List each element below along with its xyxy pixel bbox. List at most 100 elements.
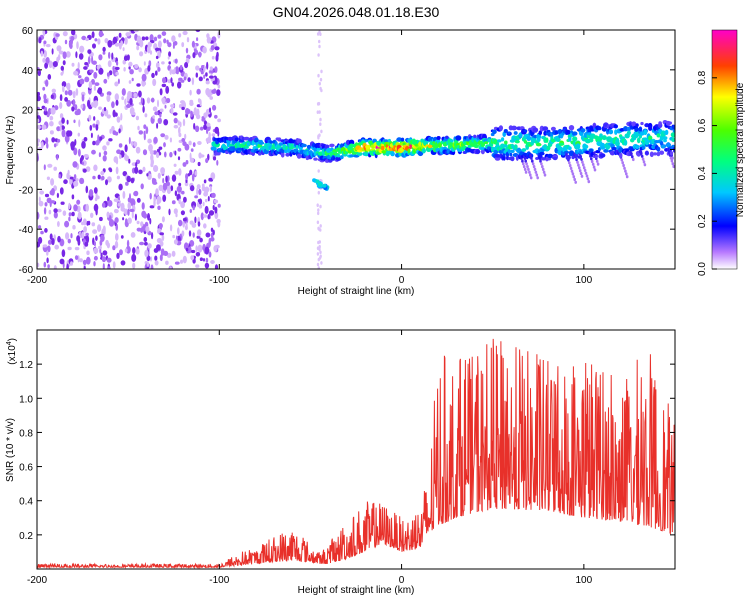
band-cell [599, 144, 606, 150]
band-cell [504, 140, 508, 145]
noise-speck [108, 51, 111, 59]
band-cell [237, 147, 243, 151]
band-cell [671, 137, 675, 143]
noise-speck [203, 74, 206, 79]
band-cell [234, 137, 239, 142]
noise-speck [213, 199, 219, 204]
band-cell [651, 138, 656, 144]
noise-speck [71, 106, 75, 112]
noise-speck [80, 91, 86, 97]
noise-speck [119, 154, 122, 159]
noise-speck [112, 36, 118, 45]
noise-speck [146, 255, 151, 262]
noise-speck [125, 218, 128, 225]
noise-speck [99, 216, 103, 222]
noise-speck [43, 93, 47, 101]
noise-speck [195, 264, 200, 268]
noise-speck [84, 241, 89, 247]
noise-speck [80, 155, 84, 161]
noise-speck [165, 85, 170, 94]
noise-speck [38, 37, 42, 44]
band-streak [580, 174, 584, 178]
noise-speck [60, 65, 64, 71]
noise-speck [44, 62, 48, 69]
noise-speck [135, 115, 139, 121]
noise-speck [47, 264, 50, 269]
noise-speck [208, 177, 213, 182]
noise-speck [156, 122, 159, 129]
band-streak [569, 166, 573, 170]
band-cell [259, 139, 264, 145]
band-cell [555, 137, 561, 142]
noise-speck [74, 110, 80, 116]
noise-speck [169, 224, 173, 232]
noise-speck [158, 184, 164, 191]
noise-speck [203, 258, 205, 262]
band-cell [636, 137, 641, 144]
noise-speck [177, 120, 180, 126]
noise-speck [182, 162, 187, 167]
noise-speck [122, 217, 125, 221]
spectrogram-band [210, 120, 675, 191]
noise-speck [48, 209, 52, 215]
noise-speck [73, 204, 78, 212]
noise-speck [209, 66, 213, 71]
noise-speck [46, 257, 49, 264]
band-cell [296, 138, 302, 144]
noise-speck [133, 30, 139, 33]
noise-speck [197, 141, 202, 145]
noise-speck [100, 252, 103, 258]
noise-speck [134, 213, 137, 221]
noise-speck [190, 185, 195, 192]
y-tick-label: -60 [19, 265, 34, 276]
noise-speck [204, 205, 209, 214]
noise-speck [154, 260, 159, 266]
noise-speck [316, 102, 320, 106]
noise-speck [59, 258, 65, 265]
band-cell [609, 150, 616, 156]
snr-y-label: SNR (10 * v/v) [5, 418, 16, 482]
noise-speck [134, 166, 139, 174]
noise-speck [125, 32, 131, 37]
noise-speck [106, 72, 110, 77]
noise-speck [142, 105, 145, 113]
noise-speck [320, 69, 323, 74]
band-cell [216, 151, 221, 155]
noise-speck [48, 60, 53, 69]
noise-speck [140, 97, 143, 104]
noise-speck [157, 172, 161, 179]
noise-speck [130, 232, 136, 238]
noise-speck [44, 193, 50, 198]
band-streak [524, 159, 527, 163]
band-cell [572, 136, 578, 142]
band-cell [280, 151, 285, 158]
noise-speck [51, 137, 56, 143]
noise-speck [68, 40, 72, 48]
band-cell [563, 150, 570, 154]
noise-speck [178, 126, 181, 135]
noise-speck [196, 235, 201, 239]
band-streak [527, 167, 530, 171]
colorbar-gradient [711, 29, 738, 270]
noise-speck [319, 77, 323, 82]
noise-speck [131, 112, 136, 116]
noise-speck [204, 198, 208, 203]
band-streak [620, 158, 624, 162]
y-tick-label: 0.2 [19, 531, 33, 542]
noise-speck [189, 89, 192, 96]
noise-speck [121, 88, 126, 96]
x-tick-label: -200 [27, 575, 47, 586]
noise-speck [189, 240, 195, 247]
noise-speck [37, 142, 40, 147]
band-cell [269, 140, 274, 144]
noise-speck [81, 35, 87, 41]
x-tick-label: 0 [399, 575, 405, 586]
noise-speck [124, 153, 128, 161]
noise-speck [216, 159, 219, 166]
band-streak [631, 155, 634, 159]
noise-speck [85, 185, 89, 194]
band-cell [658, 121, 662, 126]
noise-speck [209, 96, 213, 100]
noise-speck [140, 183, 144, 190]
band-cell [257, 151, 262, 156]
